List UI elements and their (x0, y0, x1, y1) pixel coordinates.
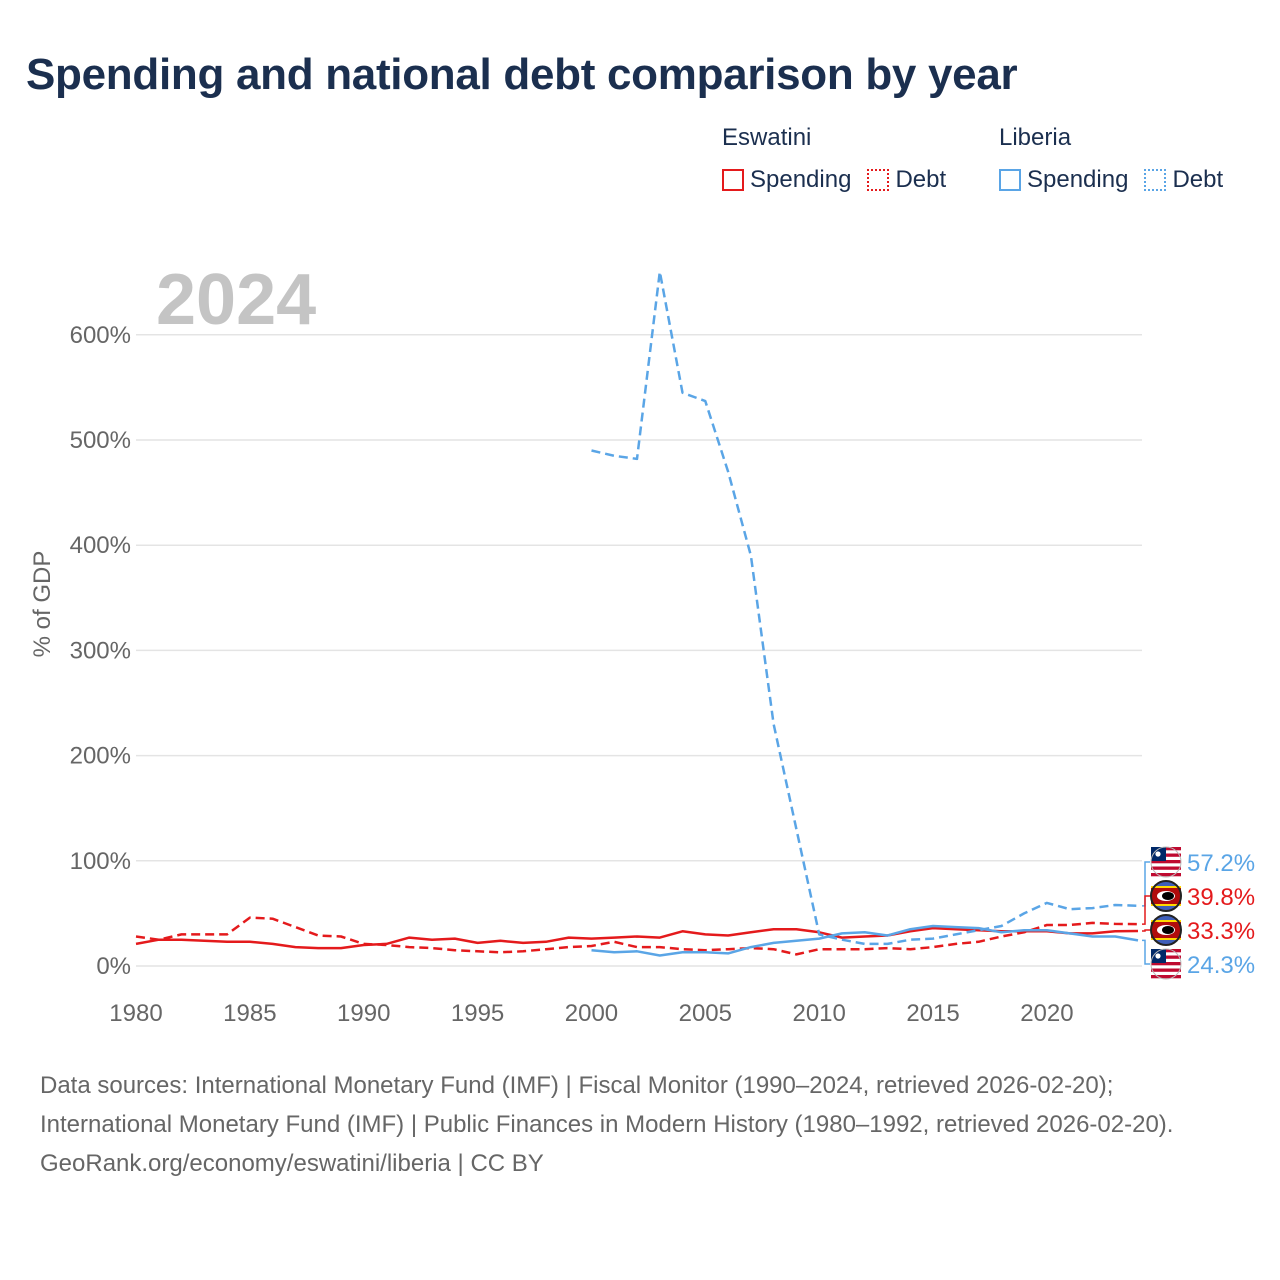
x-tick-label: 2020 (1020, 1000, 1073, 1027)
legend-group-eswatini: Eswatini (722, 124, 812, 151)
y-tick-label: 0% (96, 953, 131, 980)
legend-item-eswatini-spending[interactable]: Spending (722, 166, 851, 194)
end-label-connector (1142, 861, 1150, 907)
liberia-flag-icon (1150, 948, 1182, 980)
eswatini-flag-icon (1150, 880, 1182, 912)
x-tick-label: 2000 (565, 1000, 618, 1027)
liberia-flag-icon (1150, 846, 1182, 878)
y-tick-label: 200% (70, 743, 131, 770)
end-label-connector (1142, 929, 1150, 932)
legend-eswatini: Eswatini Spending Debt (722, 124, 962, 194)
end-label-connector (1142, 895, 1150, 925)
series-line-liberia-spending (591, 924, 1139, 957)
legend-swatch-dotted (1144, 169, 1167, 191)
legend-liberia: Liberia Spending Debt (999, 124, 1239, 194)
end-label-connector (1142, 939, 1150, 965)
y-tick-label: 600% (70, 322, 131, 349)
series-line-liberia-debt (591, 270, 1139, 946)
end-value-label: 24.3% (1187, 952, 1255, 979)
series-line-eswatini-debt (135, 916, 1139, 956)
y-axis-label: % of GDP (29, 551, 56, 658)
legend-label: Debt (895, 166, 947, 193)
x-tick-label: 2005 (679, 1000, 732, 1027)
legend-label: Debt (1172, 166, 1224, 193)
eswatini-flag-icon (1150, 914, 1182, 946)
x-tick-label: 1980 (109, 1000, 162, 1027)
legend-item-liberia-spending[interactable]: Spending (999, 166, 1128, 194)
data-sources: Data sources: International Monetary Fun… (40, 1072, 1174, 1138)
x-tick-label: 2010 (792, 1000, 845, 1027)
line-chart: 2024 0% 100% 200% 300% 400% 500% 600% 1980 1985… (29, 260, 1255, 1027)
legend-label: Spending (750, 166, 852, 193)
x-tick-label: 1995 (451, 1000, 504, 1027)
y-tick-label: 100% (70, 848, 131, 875)
end-value-label: 39.8% (1187, 884, 1255, 911)
series-line-eswatini-spending (135, 926, 1139, 950)
year-label: 2024 (156, 260, 316, 340)
legend-swatch-dotted (867, 169, 890, 191)
x-tick-label: 1990 (337, 1000, 390, 1027)
y-tick-label: 500% (70, 427, 131, 454)
legend-item-eswatini-debt[interactable]: Debt (867, 166, 946, 194)
legend-swatch-solid (722, 169, 744, 191)
chart-title: Spending and national debt comparison by… (26, 50, 1018, 99)
x-tick-label: 1985 (223, 1000, 276, 1027)
footer: Data sources: International Monetary Fun… (40, 1066, 1240, 1183)
legend-swatch-solid (999, 169, 1021, 191)
x-tick-label: 2015 (906, 1000, 959, 1027)
legend-label: Spending (1027, 166, 1129, 193)
y-tick-label: 400% (70, 532, 131, 559)
end-value-label: 33.3% (1187, 918, 1255, 945)
legend-item-liberia-debt[interactable]: Debt (1144, 166, 1223, 194)
y-tick-label: 300% (70, 637, 131, 664)
credit-link[interactable]: GeoRank.org/economy/eswatini/liberia | C… (40, 1150, 544, 1177)
end-value-label: 57.2% (1187, 850, 1255, 877)
legend-group-liberia: Liberia (999, 124, 1072, 151)
